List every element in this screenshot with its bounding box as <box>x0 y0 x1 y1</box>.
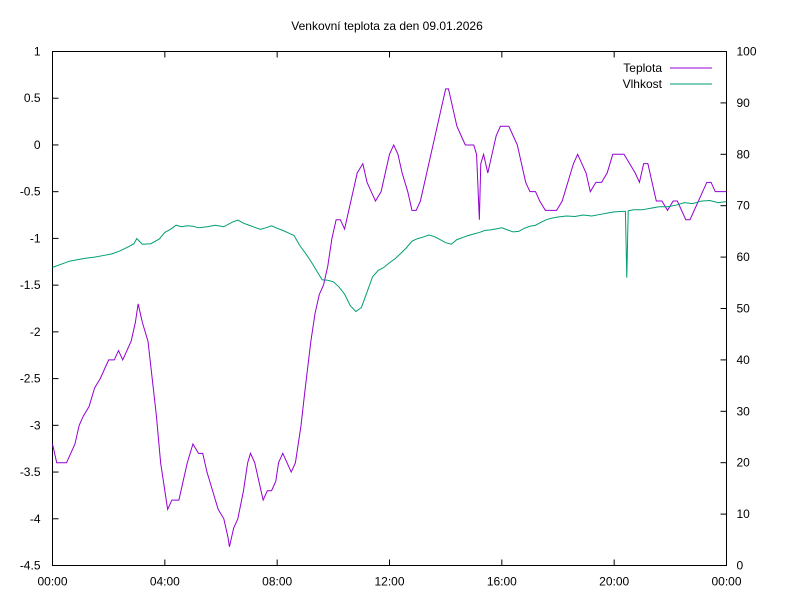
y-right-tick-label: 70 <box>737 199 751 213</box>
series-line-teplota <box>52 88 727 547</box>
y-right-tick-label: 0 <box>737 559 744 573</box>
y-right-tick-label: 10 <box>737 507 751 521</box>
y-left-tick-label: -3 <box>30 418 41 432</box>
y-right-tick-label: 50 <box>737 302 751 316</box>
y-left-tick-label: -4.5 <box>20 559 41 573</box>
axes-layer: 00:00 04:00 08:00 12:00 16:00 20:00 00:00 1 0.5 0… <box>20 45 757 589</box>
y-right-tick-label: 40 <box>737 353 751 367</box>
y-right-tick-label: 20 <box>737 456 751 470</box>
y-left-tick-label: -4 <box>30 512 41 526</box>
y-left-tick-label: -0.5 <box>20 185 41 199</box>
y-left-tick-label: 0 <box>34 138 41 152</box>
y-right-tick-label: 30 <box>737 404 751 418</box>
y-left-tick-label: -2.5 <box>20 372 41 386</box>
x-tick-label: 04:00 <box>150 575 180 589</box>
series-line-vlhkost <box>52 200 727 313</box>
y-left-tick-label: 1 <box>34 45 41 59</box>
legend-label: Teplota <box>623 61 662 75</box>
x-tick-label: 12:00 <box>374 575 404 589</box>
y-right-tick-label: 60 <box>737 250 751 264</box>
x-tick-label: 16:00 <box>487 575 517 589</box>
y-left-tick-label: -2 <box>30 325 41 339</box>
y-right-tick-label: 100 <box>737 45 757 59</box>
series-layer <box>52 88 727 547</box>
x-tick-label: 20:00 <box>599 575 629 589</box>
y-left-tick-label: -1.5 <box>20 278 41 292</box>
x-tick-label: 08:00 <box>262 575 292 589</box>
y-right-tick-label: 90 <box>737 96 751 110</box>
chart-title: Venkovní teplota za den 09.01.2026 <box>291 19 483 33</box>
legend-label: Vlhkost <box>623 77 663 91</box>
plot-border <box>52 51 727 566</box>
y-left-tick-label: -1 <box>30 231 41 245</box>
x-tick-label: 00:00 <box>37 575 67 589</box>
legend: Teplota Vlhkost <box>623 61 712 91</box>
y-right-tick-label: 80 <box>737 147 751 161</box>
y-left-tick-label: -3.5 <box>20 465 41 479</box>
x-tick-label: 00:00 <box>711 575 741 589</box>
y-left-tick-label: 0.5 <box>24 91 41 105</box>
